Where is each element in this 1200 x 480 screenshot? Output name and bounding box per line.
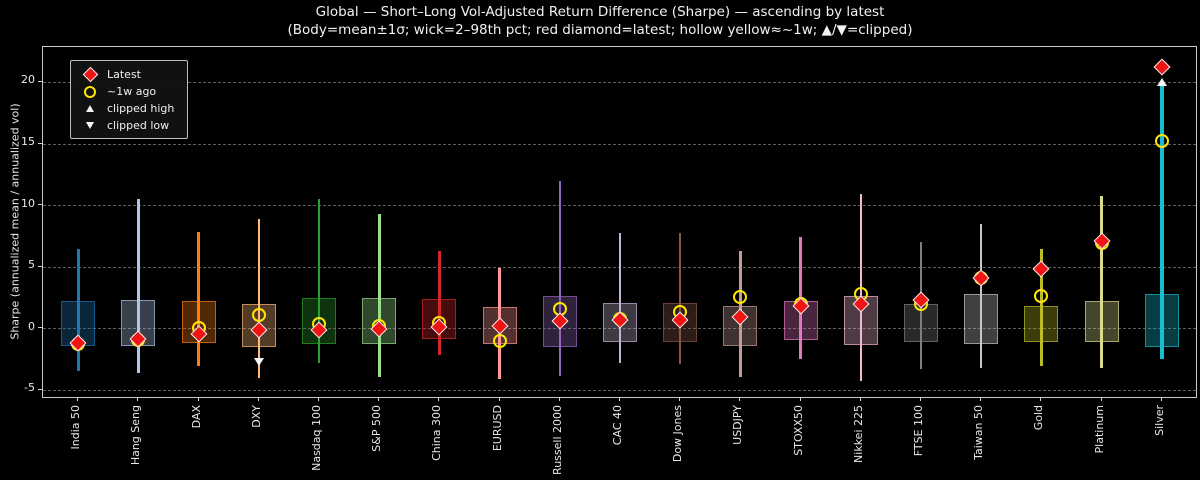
- x-tick-label: Nikkei 225: [851, 405, 865, 463]
- latest-diamond-icon: [79, 66, 101, 83]
- week-ago-marker: [1034, 288, 1049, 303]
- y-tick-mark: [38, 142, 42, 144]
- gridline-y-20: [43, 81, 1196, 83]
- x-tick-mark: [1040, 397, 1042, 401]
- x-tick-label: Gold: [1032, 405, 1046, 431]
- wick: [1159, 83, 1164, 360]
- wick: [558, 181, 562, 376]
- y-tick-mark: [38, 388, 42, 390]
- x-tick-label: Russell 2000: [550, 405, 564, 475]
- clipped-high-marker: [1156, 77, 1167, 86]
- gridline-y--5: [43, 389, 1196, 391]
- y-axis-label: Sharpe (annualized mean / annualized vol…: [8, 103, 22, 340]
- plot-area: Latest ~1w ago clipped high clipped low: [42, 46, 1197, 398]
- x-tick-mark: [318, 397, 320, 401]
- wick: [317, 198, 321, 364]
- week-ago-marker: [733, 289, 748, 304]
- x-tick-mark: [1100, 397, 1102, 401]
- x-tick-label: Nasdaq 100: [310, 405, 324, 471]
- x-tick-mark: [197, 397, 199, 401]
- x-tick-label: India 50: [69, 405, 83, 450]
- x-tick-label: DAX: [189, 405, 203, 429]
- x-tick-label: Platinum: [1092, 405, 1106, 454]
- legend-label-week-ago: ~1w ago: [107, 85, 157, 98]
- x-tick-mark: [739, 397, 741, 401]
- x-tick-mark: [679, 397, 681, 401]
- x-tick-label: USDJPY: [731, 405, 745, 445]
- latest-marker: [1153, 58, 1171, 75]
- x-tick-label: FTSE 100: [911, 405, 925, 457]
- gridline-y-10: [43, 205, 1196, 207]
- x-tick-mark: [1160, 397, 1162, 401]
- y-tick-label: -5: [24, 381, 35, 395]
- y-tick-mark: [38, 80, 42, 82]
- wick: [1040, 248, 1043, 366]
- x-tick-label: S&P 500: [370, 405, 384, 452]
- week-ago-marker: [1154, 134, 1169, 149]
- x-tick-label: EURUSD: [490, 405, 504, 452]
- x-tick-label: DXY: [249, 405, 263, 428]
- week-ago-marker: [251, 308, 266, 323]
- y-tick-mark: [38, 204, 42, 206]
- legend-row-latest: Latest: [71, 66, 187, 83]
- x-tick-label: Taiwan 50: [972, 405, 986, 460]
- x-tick-label: Dow Jones: [671, 405, 685, 463]
- y-tick-label: 0: [28, 319, 35, 333]
- clipped-low-marker: [253, 357, 264, 366]
- x-tick-label: Silver: [1152, 405, 1166, 436]
- x-tick-mark: [619, 397, 620, 401]
- wick: [618, 233, 622, 364]
- x-tick-label: China 300: [430, 405, 444, 461]
- x-tick-mark: [137, 397, 139, 401]
- chart-title: Global — Short–Long Vol-Adjusted Return …: [315, 4, 885, 20]
- wick: [197, 232, 200, 366]
- chart-subtitle: (Body=mean±1σ; wick=2–98th pct; red diam…: [287, 22, 913, 38]
- gridline-y-15: [43, 143, 1196, 145]
- legend-row-clipped-low: clipped low: [71, 117, 187, 134]
- y-tick-label: 20: [21, 73, 35, 87]
- wick: [137, 198, 140, 373]
- y-tick-label: 10: [21, 196, 35, 210]
- title-block: Global — Short–Long Vol-Adjusted Return …: [0, 3, 1200, 39]
- x-tick-mark: [378, 397, 380, 401]
- wick: [678, 232, 682, 365]
- legend-label-latest: Latest: [107, 68, 141, 81]
- x-tick-mark: [257, 397, 259, 401]
- x-tick-label: Hang Seng: [129, 405, 143, 466]
- latest-marker: [1032, 260, 1050, 278]
- legend: Latest ~1w ago clipped high clipped low: [70, 60, 188, 139]
- legend-row-clipped-high: clipped high: [71, 100, 187, 117]
- legend-label-clipped-high: clipped high: [107, 102, 175, 115]
- wick: [438, 251, 441, 356]
- wick: [257, 218, 261, 379]
- x-tick-mark: [498, 397, 500, 401]
- x-tick-mark: [799, 397, 801, 401]
- x-tick-mark: [438, 397, 440, 401]
- y-tick-label: 15: [21, 135, 35, 148]
- clipped-high-triangle-icon: [79, 105, 101, 112]
- wick: [979, 223, 983, 369]
- week-ago-circle-icon: [79, 85, 101, 98]
- clipped-low-triangle-icon: [79, 122, 101, 129]
- legend-label-clipped-low: clipped low: [107, 119, 170, 132]
- x-tick-mark: [558, 397, 560, 401]
- x-tick-label: STOXX50: [791, 405, 805, 456]
- y-tick-mark: [38, 265, 42, 267]
- latest-marker: [972, 269, 990, 287]
- y-tick-mark: [38, 327, 42, 329]
- x-tick-mark: [859, 397, 861, 401]
- x-tick-label: CAC 40: [611, 405, 624, 446]
- x-tick-mark: [980, 397, 982, 401]
- x-tick-mark: [77, 397, 79, 401]
- wick: [378, 213, 381, 377]
- x-tick-mark: [919, 397, 921, 401]
- wick: [77, 249, 80, 371]
- wick: [1100, 195, 1103, 368]
- y-tick-label: 5: [28, 258, 35, 272]
- week-ago-marker: [492, 334, 507, 349]
- legend-row-week-ago: ~1w ago: [71, 83, 187, 100]
